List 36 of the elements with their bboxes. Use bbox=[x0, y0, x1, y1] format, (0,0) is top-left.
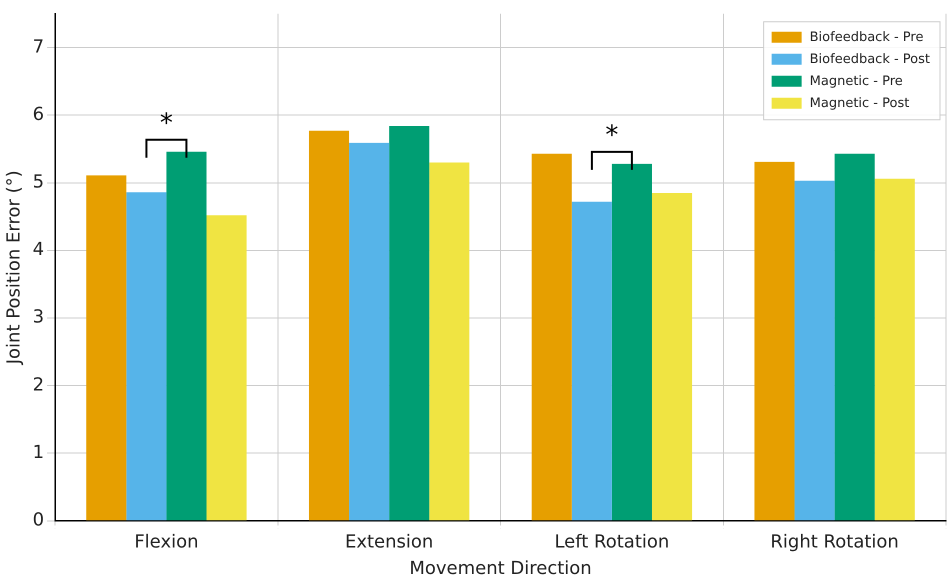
y-axis-title: Joint Position Error (°) bbox=[3, 170, 24, 366]
bar bbox=[308, 130, 350, 520]
bar bbox=[652, 192, 692, 520]
bar bbox=[86, 175, 126, 520]
y-tick-label: 6 bbox=[32, 104, 44, 125]
y-tick-label: 4 bbox=[32, 239, 44, 260]
bar bbox=[572, 202, 612, 520]
x-tick-label: Right Rotation bbox=[770, 531, 899, 552]
y-tick-label: 5 bbox=[32, 171, 44, 192]
x-tick-label: Flexion bbox=[134, 531, 199, 552]
bar bbox=[834, 154, 875, 520]
bar bbox=[794, 180, 835, 520]
bar bbox=[166, 152, 207, 520]
bar bbox=[389, 126, 430, 520]
annotation: * bbox=[605, 120, 618, 151]
y-tick-label: 7 bbox=[32, 36, 44, 58]
legend-label: Biofeedback - Post bbox=[810, 52, 930, 68]
bar bbox=[754, 162, 795, 520]
bar bbox=[612, 164, 652, 520]
bar bbox=[349, 142, 390, 520]
legend-label: Magnetic - Pre bbox=[810, 74, 903, 90]
bar bbox=[126, 192, 166, 520]
legend-label: Biofeedback - Pre bbox=[810, 30, 924, 46]
bar bbox=[874, 178, 915, 520]
x-tick-label: Extension bbox=[344, 531, 434, 552]
x-tick-label: Left Rotation bbox=[554, 531, 670, 552]
y-tick-label: 0 bbox=[32, 509, 44, 530]
y-tick-label: 1 bbox=[32, 442, 44, 463]
bar bbox=[532, 154, 572, 520]
bar bbox=[206, 215, 247, 520]
annotation: * bbox=[160, 108, 173, 138]
y-tick-label: 3 bbox=[32, 306, 44, 328]
bar bbox=[429, 162, 470, 520]
x-axis-title: Movement Direction bbox=[409, 558, 592, 579]
legend-label: Magnetic - Post bbox=[810, 96, 910, 112]
y-tick-label: 2 bbox=[32, 374, 44, 396]
